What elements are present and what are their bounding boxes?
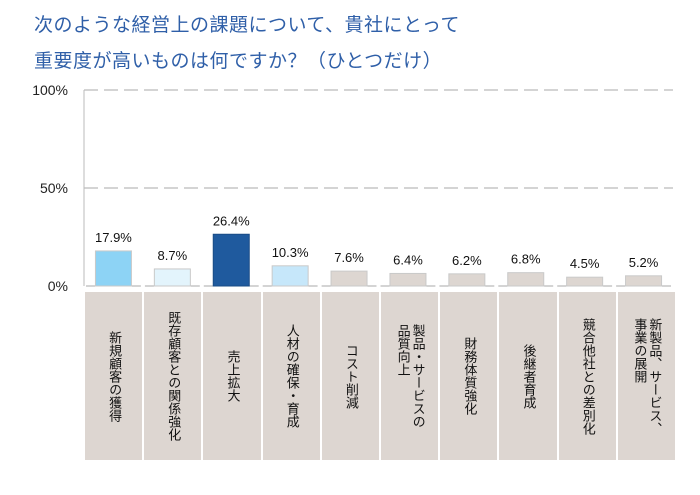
category-cell-7: 財務体質強化 (440, 292, 498, 460)
value-label-10: 5.2% (629, 255, 659, 270)
bar-3 (212, 233, 250, 287)
category-label: 製品・サービスの 品質向上 (394, 324, 425, 428)
category-label: 財務体質強化 (461, 337, 477, 415)
category-label: 新製品、サービス、 事業の展開 (631, 317, 662, 435)
value-label-9: 4.5% (570, 256, 600, 271)
value-label-3: 26.4% (213, 213, 250, 228)
category-cell-1: 新規顧客の獲得 (85, 292, 143, 460)
value-label-8: 6.8% (511, 252, 541, 267)
value-label-5: 7.6% (334, 250, 364, 265)
category-label: 後継者育成 (520, 343, 536, 409)
category-cell-6: 製品・サービスの 品質向上 (381, 292, 439, 460)
y-tick-label: 100% (32, 82, 68, 98)
category-cell-10: 新製品、サービス、 事業の展開 (617, 292, 676, 460)
category-cell-5: コスト削減 (321, 292, 380, 460)
category-label: コスト削減 (342, 343, 358, 409)
category-cell-4: 人材の確保・育成 (262, 292, 320, 460)
bar-4 (271, 265, 309, 287)
category-label: 既存顧客との関係強化 (165, 311, 181, 441)
bar-10 (625, 275, 663, 287)
y-tick-label: 50% (40, 180, 68, 196)
value-label-1: 17.9% (95, 230, 132, 245)
category-label: 人材の確保・育成 (283, 324, 299, 428)
category-labels: 新規顧客の獲得 既存顧客との関係強化 売上拡大 人材の確保・育成 コスト削減 製品・サービ… (85, 292, 676, 460)
category-cell-9: 競合他社との差別化 (558, 292, 616, 460)
value-label-7: 6.2% (452, 253, 482, 268)
bar-1 (94, 250, 132, 287)
category-label: 売上拡大 (224, 350, 240, 402)
category-label: 競合他社との差別化 (579, 317, 595, 435)
bar-2 (153, 268, 191, 287)
bar-8 (507, 272, 545, 287)
chart-title-line-2: 重要度が高いものは何ですか？（ひとつだけ） (34, 50, 443, 72)
value-label-6: 6.4% (393, 252, 423, 267)
bar-5 (330, 270, 368, 287)
bar-9 (566, 276, 604, 287)
value-label-4: 10.3% (272, 245, 309, 260)
y-tick-label: 0% (48, 278, 68, 294)
category-label: 新規顧客の獲得 (106, 330, 122, 422)
chart-title-line-1: 次のような経営上の課題について、貴社にとって (34, 14, 460, 36)
category-cell-8: 後継者育成 (499, 292, 557, 460)
category-cell-2: 既存顧客との関係強化 (144, 292, 202, 460)
bar-6 (389, 272, 427, 287)
bar-7 (448, 273, 486, 287)
category-cell-3: 売上拡大 (203, 292, 261, 460)
value-label-2: 8.7% (158, 248, 188, 263)
